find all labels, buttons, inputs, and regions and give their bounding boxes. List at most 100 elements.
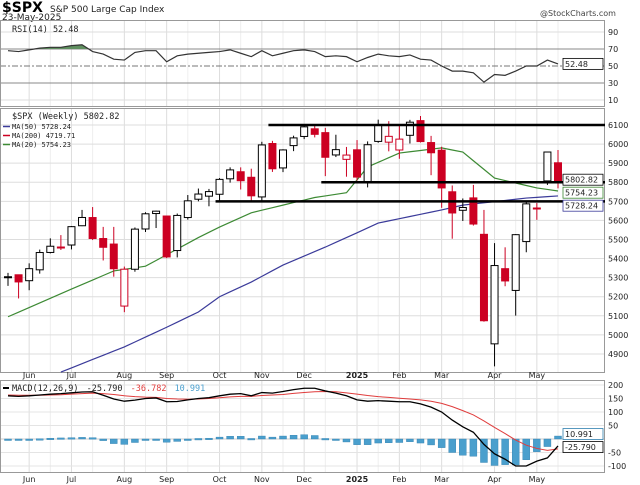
candle-body — [321, 132, 330, 158]
candle-body — [416, 120, 425, 143]
candle-body — [247, 176, 256, 197]
candle — [257, 141, 266, 203]
macd-histogram-bar — [469, 438, 478, 457]
candle-body — [130, 228, 139, 270]
x-tick-label: May — [529, 475, 546, 484]
candle — [236, 167, 245, 190]
candle-body — [310, 128, 319, 135]
macd-hist-tag: 10.991 — [562, 428, 604, 440]
macd-histogram-bar — [173, 438, 181, 442]
rsi-line — [7, 44, 559, 83]
candle — [405, 119, 414, 144]
macd-histogram-bar — [226, 436, 234, 440]
candle — [88, 207, 97, 241]
candle-body — [67, 226, 76, 246]
y-tick-label: 5900 — [608, 159, 628, 168]
candle-body — [437, 149, 446, 189]
rsi-overbought-fill — [8, 44, 558, 49]
candle — [501, 247, 510, 287]
ma200-legend: MA(200) 4719.71 — [12, 132, 75, 140]
candle — [130, 227, 139, 272]
candle-body — [14, 274, 23, 283]
candle — [395, 124, 404, 159]
candle — [141, 212, 150, 233]
candle — [543, 151, 552, 185]
rsi-tick-label: 90 — [608, 28, 618, 37]
macd-histogram-bar — [459, 438, 467, 456]
candle-body — [56, 246, 65, 249]
candle-body — [331, 149, 340, 156]
candle-body — [490, 265, 499, 345]
candle — [321, 127, 330, 177]
candle — [162, 215, 171, 259]
candle-body — [109, 243, 118, 270]
macd-histogram-bar — [14, 438, 23, 441]
macd-histogram-bar — [25, 438, 33, 441]
x-tick-label: Nov — [254, 475, 270, 484]
candle-body — [78, 216, 87, 227]
macd-histogram-bar — [342, 438, 351, 443]
macd-tick-label: 100 — [608, 408, 623, 417]
x-tick-label: Feb — [392, 475, 406, 484]
candle-body — [35, 252, 44, 271]
macd-plot — [4, 387, 562, 467]
axes: Jun Jun Jul Jul Aug Aug Sep Sep Oct Oct Nov Nov Dec D… — [22, 28, 628, 484]
rsi-plot — [7, 44, 559, 83]
y-tick-label: 5000 — [608, 331, 628, 340]
symbol-name: S&P 500 Large Cap Index — [49, 5, 165, 15]
macd-tick-label: 50 — [608, 422, 618, 431]
y-tick-label: 5600 — [608, 216, 628, 225]
rsi-tick-label: 70 — [608, 45, 618, 54]
macd-histogram-bar — [88, 437, 97, 440]
y-tick-label: 5300 — [608, 274, 628, 283]
candle — [35, 249, 44, 274]
x-tick-label: 2025 — [346, 475, 369, 484]
macd-histogram-bar — [258, 435, 266, 440]
macd-legend-signal: -36.782 — [131, 384, 167, 394]
candle — [448, 185, 457, 239]
macd-histogram-bar — [543, 438, 552, 447]
y-tick-label: 5700 — [608, 197, 628, 206]
macd-histogram-bar — [406, 438, 414, 442]
candle-body — [374, 124, 383, 142]
candle — [342, 146, 351, 177]
symbol: $SPX — [2, 0, 43, 16]
x-tick-label: Mar — [434, 475, 450, 484]
candle — [67, 226, 76, 250]
candle — [522, 201, 531, 253]
x-tick-label: Apr — [488, 475, 503, 484]
x-tick-label: Jul — [66, 371, 77, 380]
macd-histogram-bar — [120, 438, 129, 445]
rsi-value-tag-box — [562, 57, 604, 70]
candle-body — [236, 171, 245, 182]
candle — [331, 134, 340, 158]
macd-histogram-bar — [311, 435, 319, 440]
x-tick-label: Jun — [22, 475, 36, 484]
candle — [4, 272, 12, 286]
candle — [289, 135, 298, 152]
candle — [300, 125, 309, 140]
candle — [363, 141, 372, 188]
candle-body — [204, 191, 213, 197]
x-tick-label: Nov — [254, 371, 270, 380]
candle-body — [46, 245, 55, 253]
rsi-tick-label: 30 — [608, 79, 618, 88]
price-legend: $SPX (Weekly) 5802.82 — [12, 112, 119, 122]
macd-histogram-bar — [385, 438, 393, 443]
stockcharts-credit: @StockCharts.com — [540, 9, 616, 18]
macd-histogram-bar — [480, 438, 488, 463]
candle — [479, 209, 488, 322]
macd-legend-value: -25.790 — [87, 384, 123, 394]
macd-histogram-bar — [395, 438, 404, 443]
macd-histogram-bar — [554, 435, 562, 440]
candle-body — [363, 144, 372, 183]
candle-body — [194, 193, 203, 200]
y-tick-label: 5100 — [608, 312, 628, 321]
macd-histogram-bar — [300, 434, 308, 440]
candle-body — [120, 268, 129, 307]
candle-body — [479, 233, 488, 322]
candle — [99, 226, 108, 261]
candle — [532, 203, 541, 220]
x-tick-label: Oct — [213, 475, 227, 484]
